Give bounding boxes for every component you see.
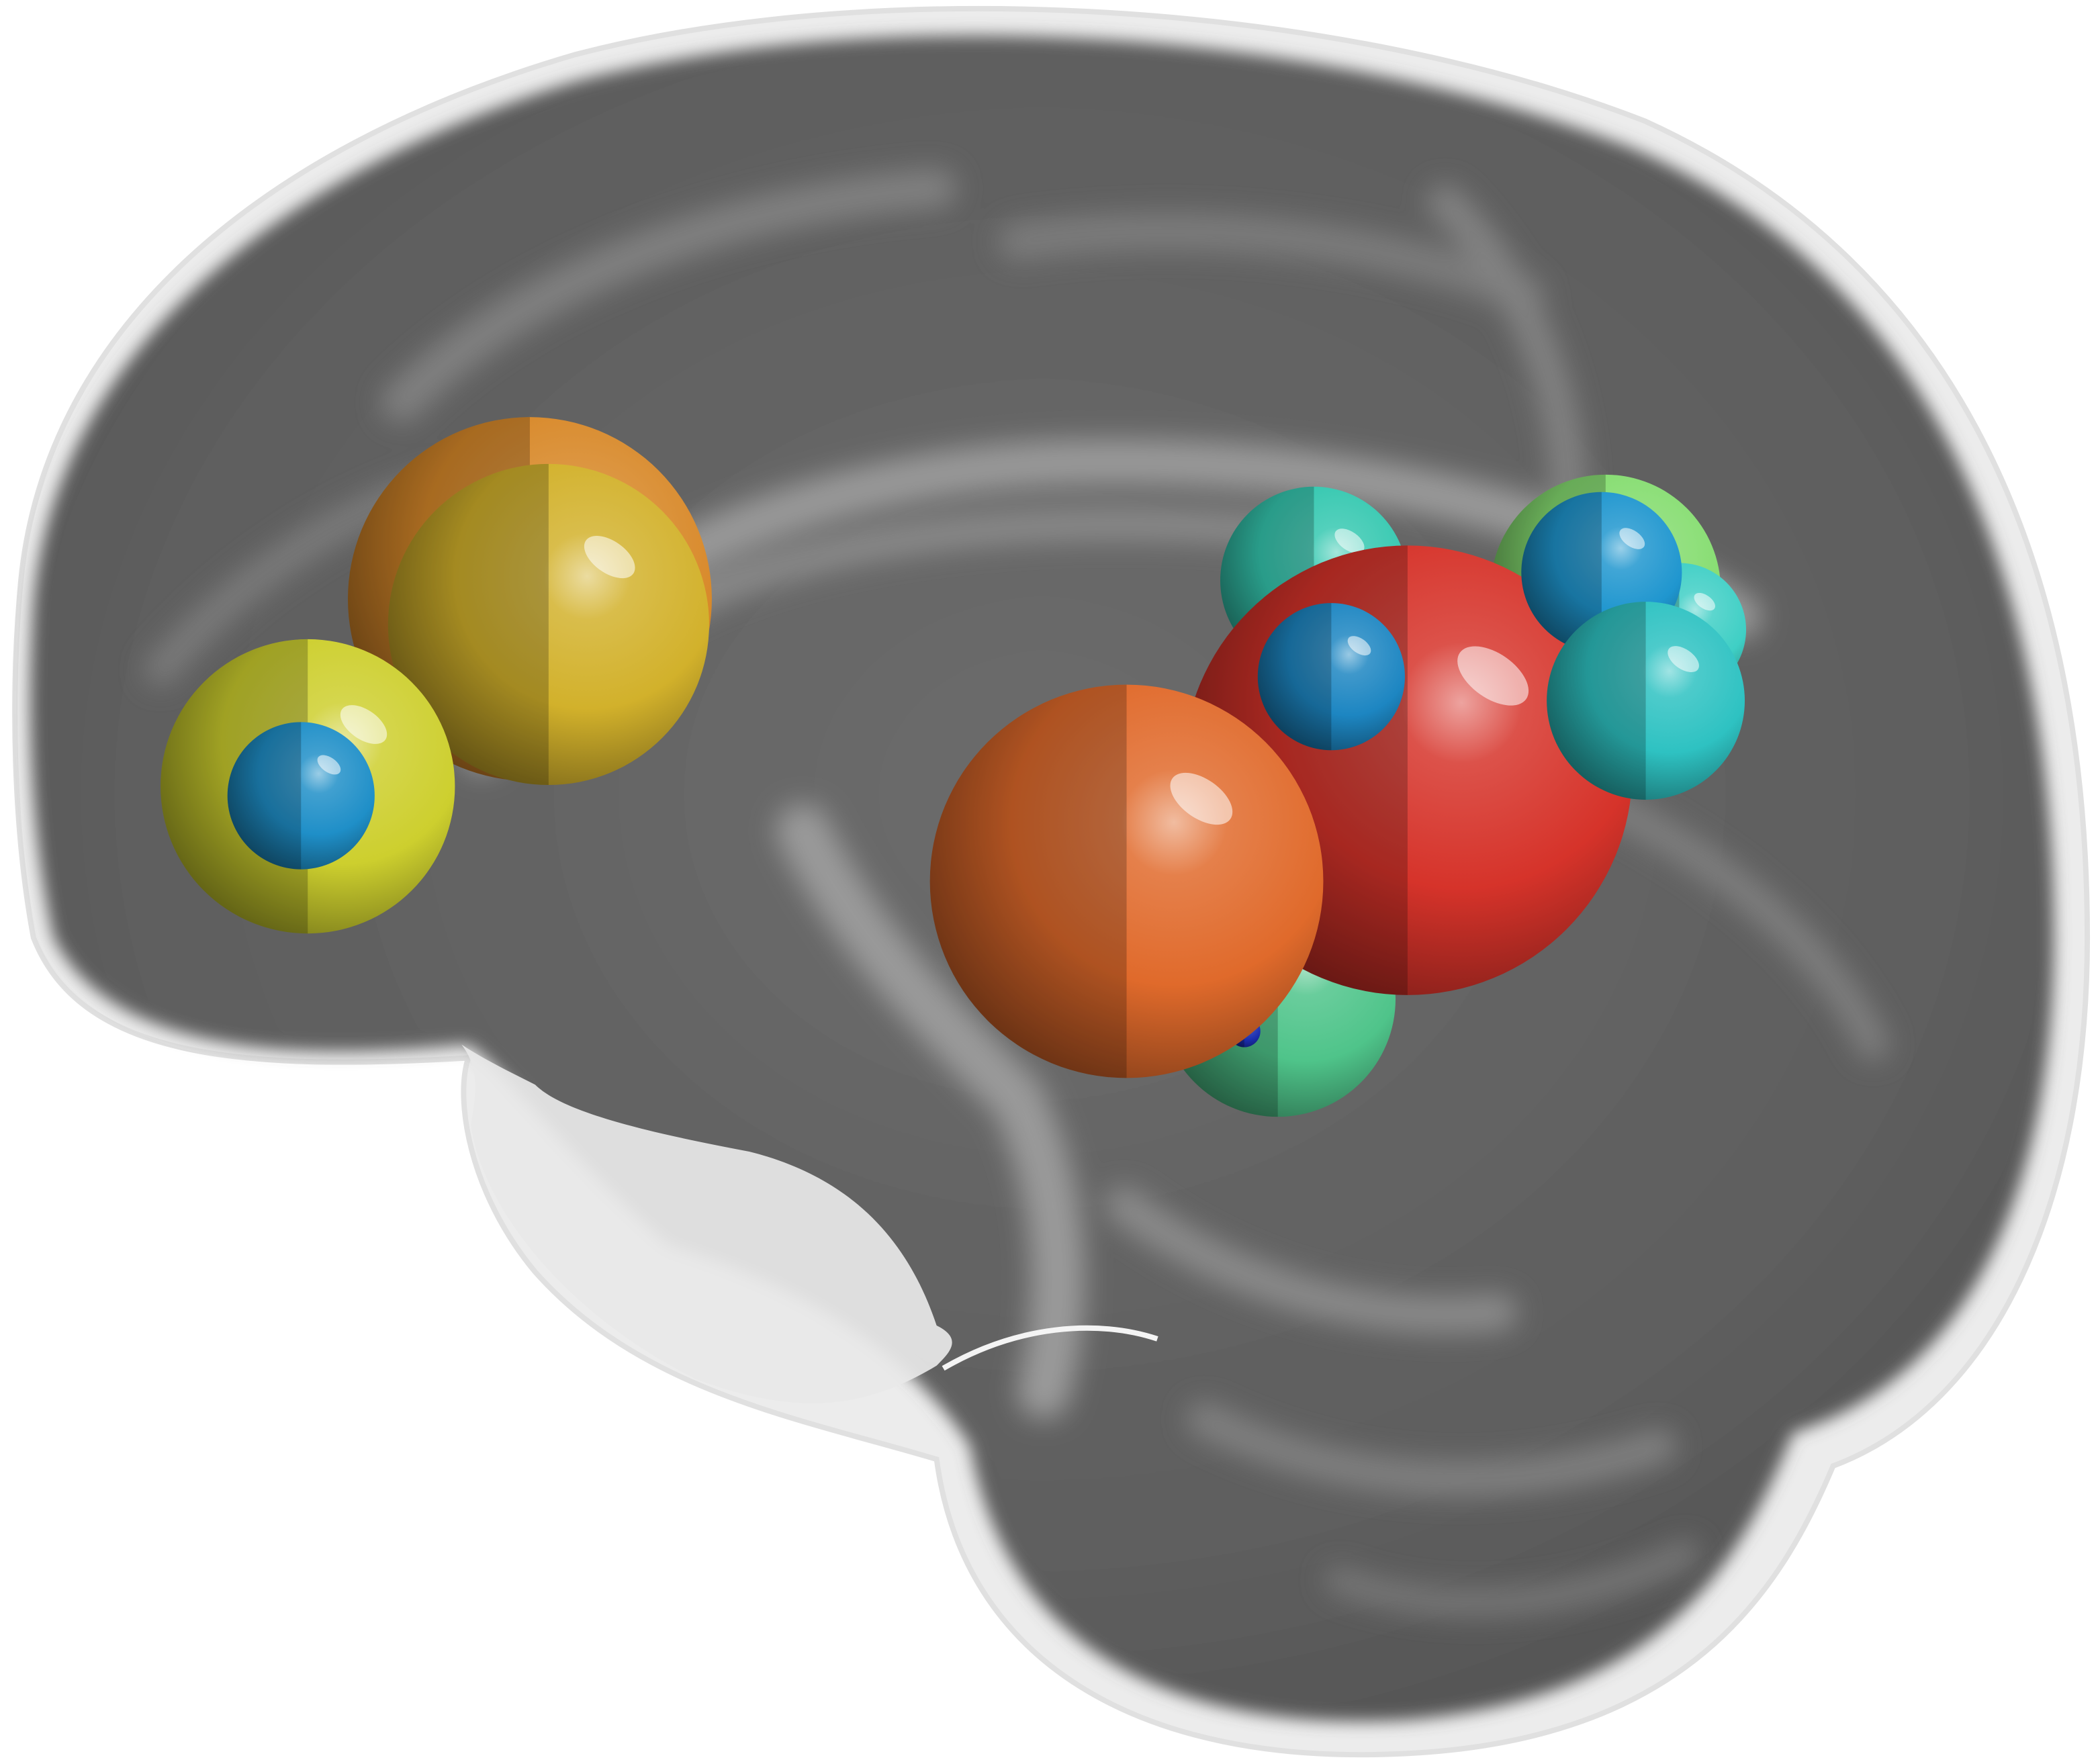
sphere-blue-parietal-top-highlight [1619, 528, 1645, 549]
sphere-orange-central-highlight [1170, 772, 1233, 825]
sphere-blue-parietal-center-shadow-half [1257, 603, 1332, 751]
sphere-blue-parietal-center-body [1257, 603, 1405, 751]
temporal-overlay [461, 1044, 952, 1403]
sphere-gold-frontal-body [387, 463, 709, 786]
sphere-gold-frontal-highlight [584, 536, 635, 579]
sphere-blue-frontal [227, 722, 375, 870]
sphere-teal-parietal-lower-highlight [1668, 646, 1699, 673]
overlay-curve [942, 1325, 1158, 1371]
sphere-teal-parietal-top-highlight [1334, 528, 1365, 554]
sphere-orange-central-shadow-half [929, 684, 1127, 1078]
sphere-red-parietal-highlight [1457, 646, 1529, 706]
sphere-blue-frontal-shadow-half [227, 722, 302, 870]
sphere-yellow-frontal-highlight [340, 705, 387, 744]
sphere-teal-parietal-lower-body [1547, 602, 1745, 800]
sphere-orange-central-body [929, 684, 1324, 1078]
sphere-blue-parietal-center [1257, 603, 1405, 751]
spheres-layer [161, 417, 1747, 1117]
sphere-teal-parietal-lower [1547, 602, 1745, 800]
sphere-blue-frontal-highlight [317, 755, 341, 775]
sphere-teal-parietal-lower-shadow-half [1547, 602, 1646, 800]
sphere-teal-parietal-right-highlight [1694, 592, 1716, 611]
sphere-blue-frontal-body [227, 722, 375, 870]
sphere-blue-parietal-center-highlight [1347, 636, 1371, 656]
sphere-orange-central [929, 684, 1324, 1078]
sphere-blue-parietal-top-shadow-half [1521, 492, 1602, 653]
